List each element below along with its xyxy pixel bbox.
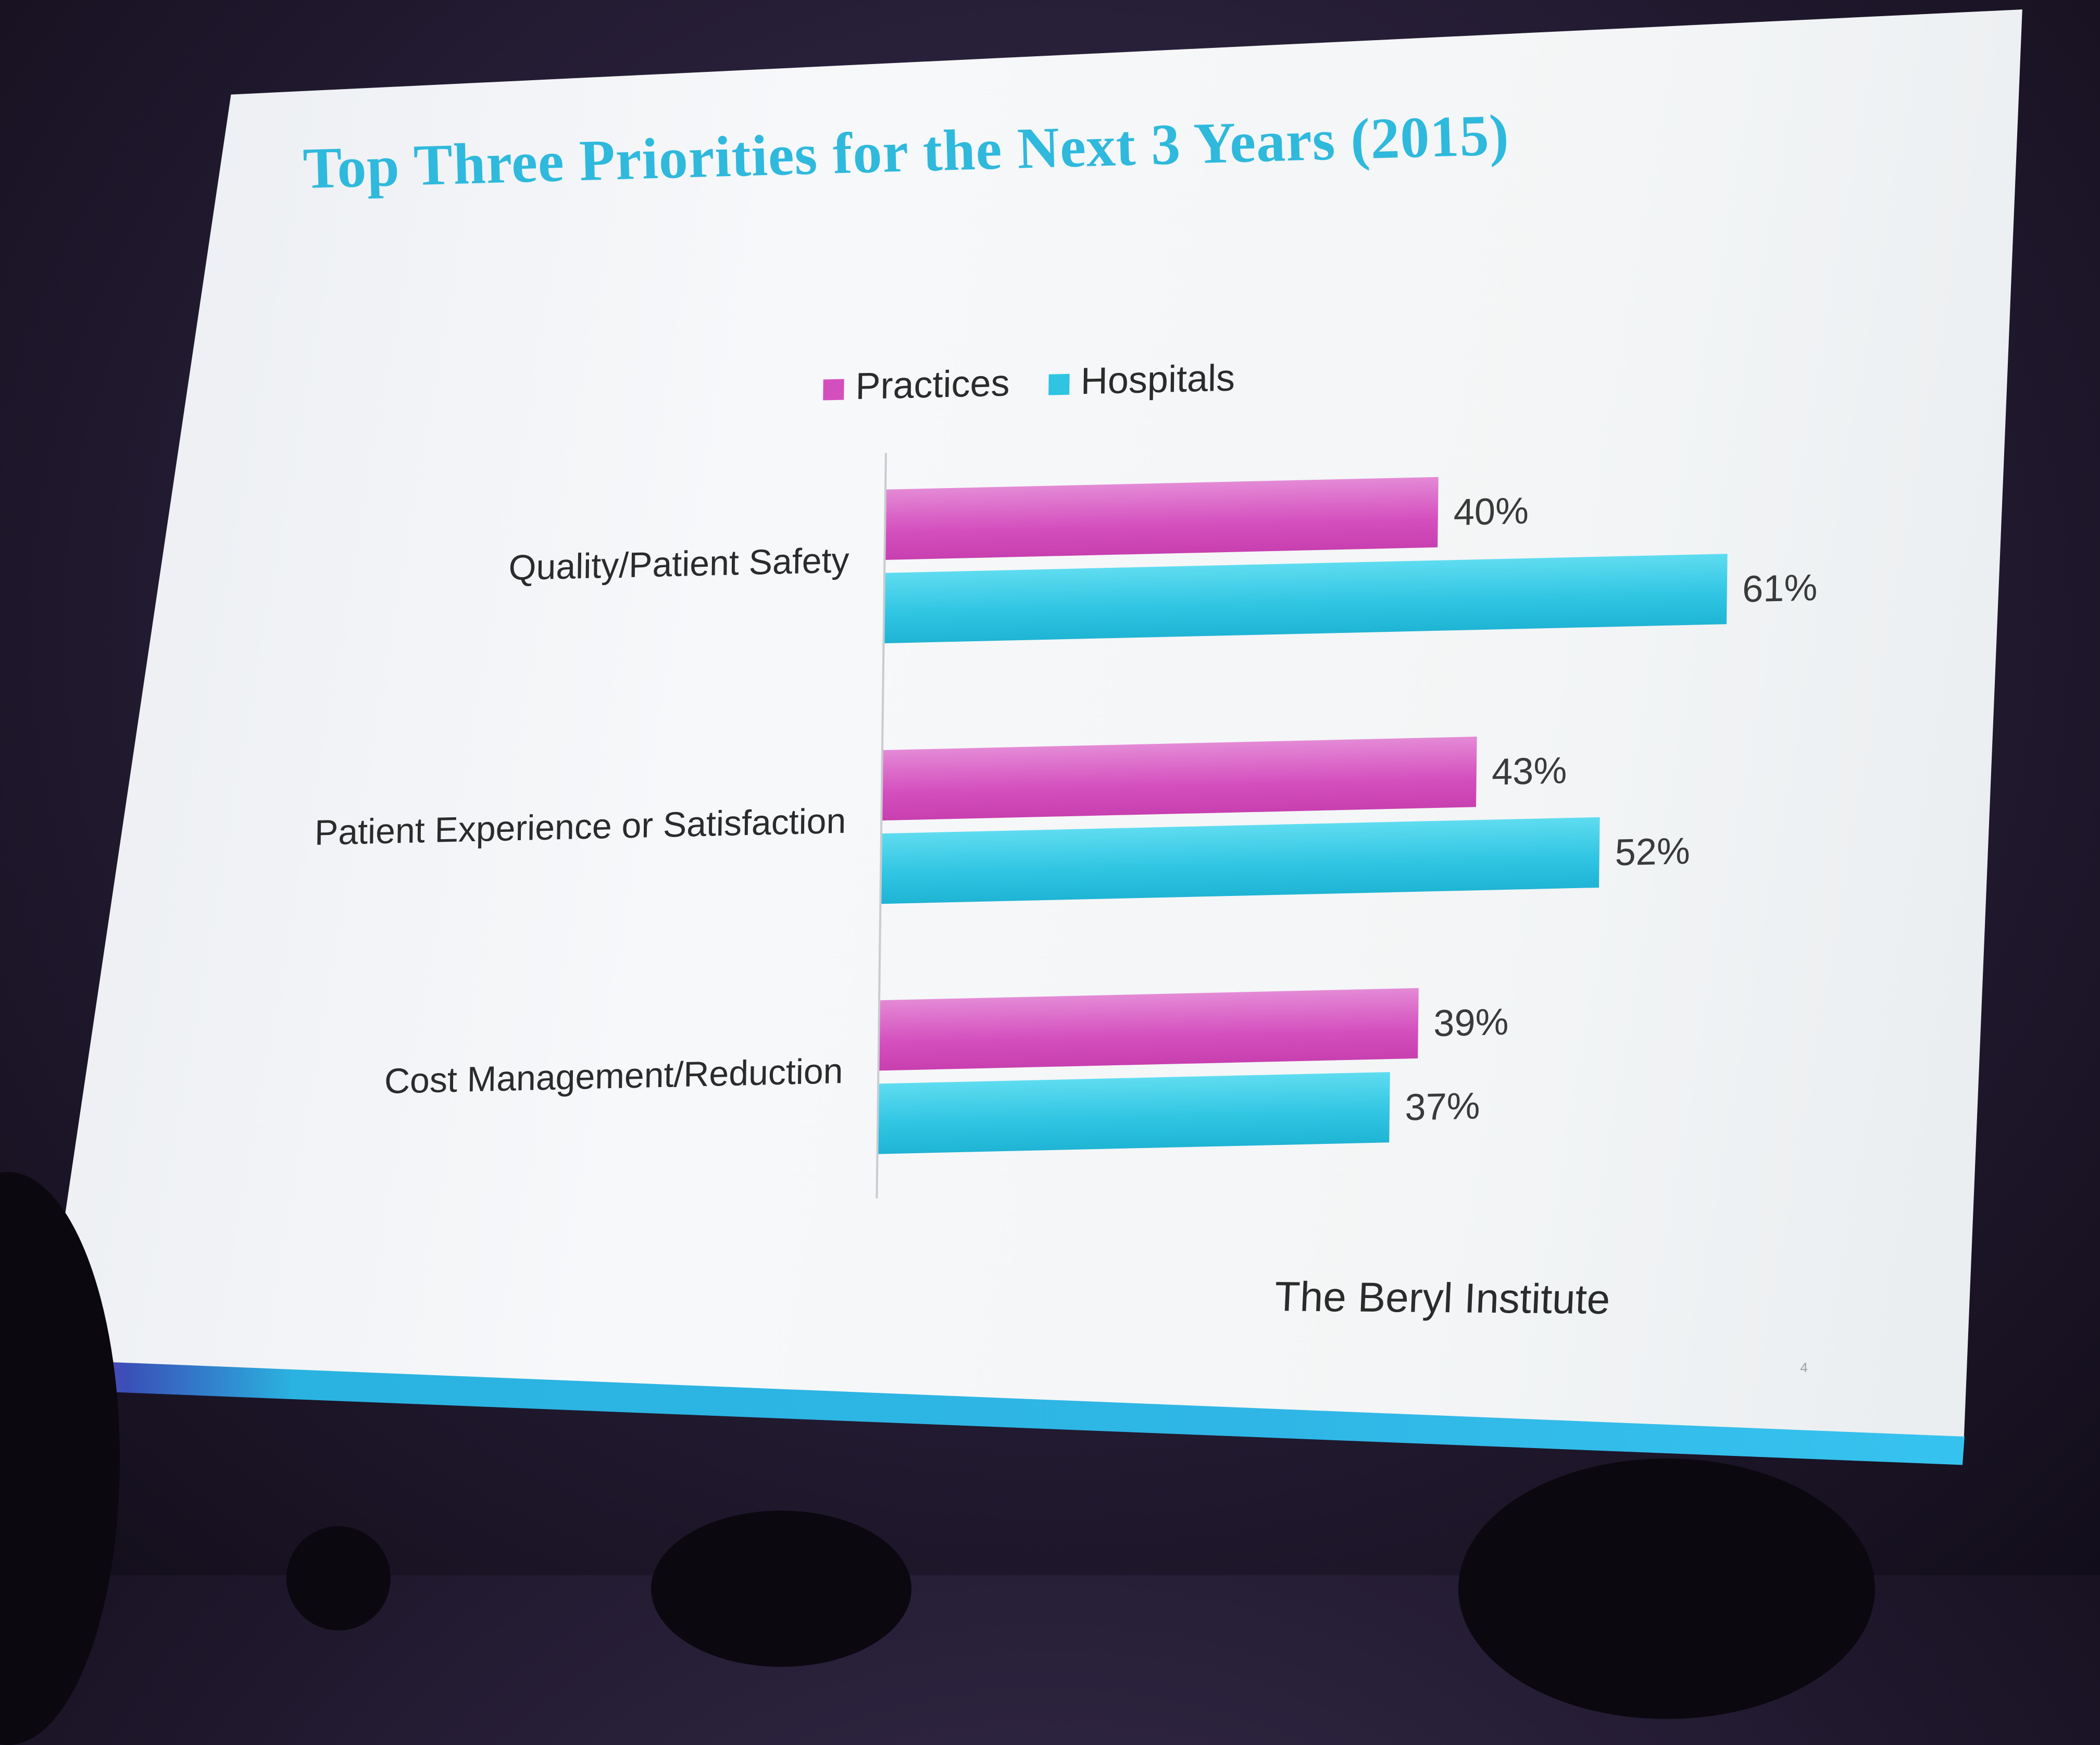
data-label: 52%: [1615, 830, 1691, 874]
audience-silhouette: [1458, 1459, 1875, 1719]
page-number: 4: [1800, 1360, 1808, 1376]
bar-hospitals-2: [881, 817, 1600, 904]
data-label: 61%: [1742, 567, 1818, 610]
data-label: 37%: [1405, 1085, 1481, 1129]
projected-slide: [42, 9, 2022, 1450]
category-label: Cost Management/Reduction: [384, 1051, 843, 1101]
data-label: 40%: [1453, 490, 1529, 534]
legend-item-hospitals: Hospitals: [1048, 357, 1235, 404]
legend-item-practices: Practices: [823, 362, 1010, 408]
legend-swatch-hospitals: [1048, 373, 1070, 395]
category-label: Quality/Patient Safety: [508, 540, 849, 588]
bar-hospitals-1: [884, 554, 1728, 643]
bar-practices-3: [879, 988, 1419, 1071]
chart-legend: Practices Hospitals: [823, 356, 1271, 409]
category-label: Patient Experience or Satisfaction: [314, 801, 846, 853]
source-credit: The Beryl Institute: [1273, 1273, 1611, 1323]
data-label: 39%: [1433, 1001, 1509, 1045]
legend-swatch-practices: [823, 379, 844, 401]
bar-practices-1: [885, 477, 1439, 560]
legend-label-practices: Practices: [855, 362, 1010, 408]
audience-silhouette: [651, 1511, 911, 1667]
bars-container: Quality/Patient Safety 40% 61% Patient Expe…: [10, 0, 2100, 1154]
bar-chart: Practices Hospitals Quality/Patient Safe…: [10, 0, 2100, 1376]
audience-silhouette: [286, 1526, 391, 1630]
legend-label-hospitals: Hospitals: [1080, 357, 1235, 403]
data-label: 43%: [1491, 750, 1567, 793]
bar-hospitals-3: [878, 1072, 1390, 1154]
bar-practices-2: [882, 737, 1477, 821]
